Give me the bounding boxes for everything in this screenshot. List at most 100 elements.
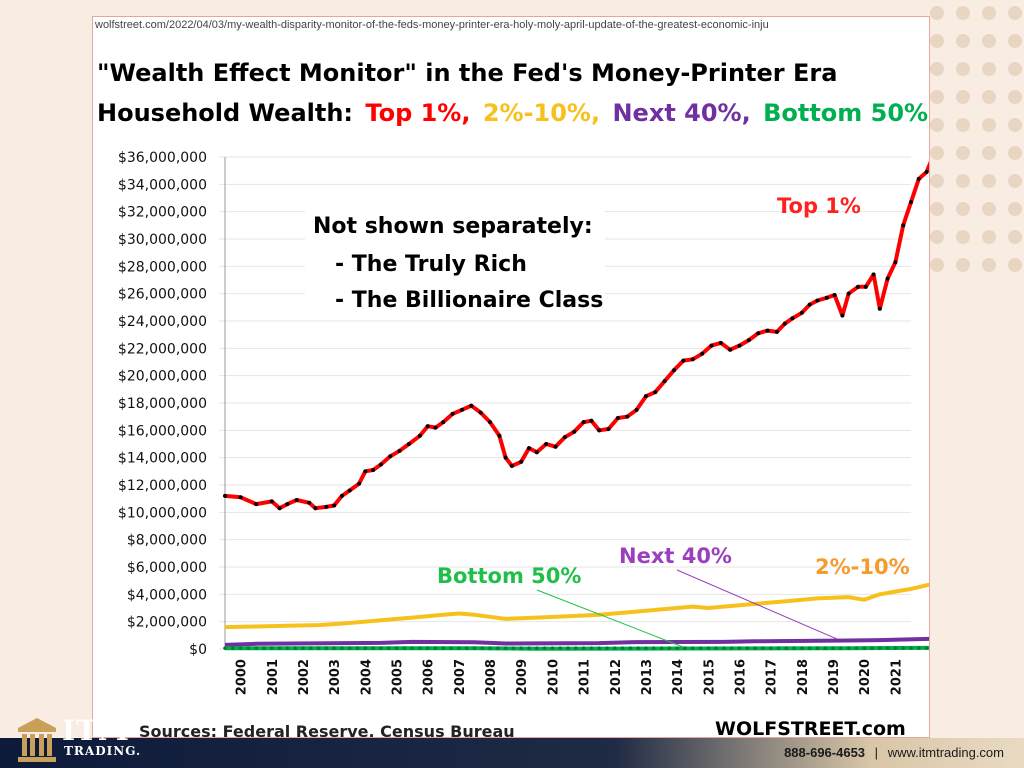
top1-point xyxy=(332,503,337,508)
y-tick-label: $2,000,000 xyxy=(127,615,207,631)
top1-point xyxy=(909,200,913,205)
bottom50-point xyxy=(379,646,383,650)
phone-number[interactable]: 888-696-4653 xyxy=(784,745,866,760)
top1-point xyxy=(728,347,733,352)
top1-point xyxy=(672,368,677,373)
decor-dot xyxy=(1008,202,1022,216)
top1-point xyxy=(718,340,723,345)
top1-point xyxy=(425,424,430,429)
decor-dot xyxy=(1008,6,1022,20)
top1-point xyxy=(417,433,422,438)
top1-point xyxy=(519,459,524,464)
decor-dot xyxy=(956,174,970,188)
bottom50-point xyxy=(550,646,555,650)
top1-point xyxy=(871,272,876,277)
x-tick-label: 2021 xyxy=(889,659,904,695)
top1-point xyxy=(433,425,438,430)
bottom50-point xyxy=(425,646,430,650)
decor-dot xyxy=(930,118,944,132)
x-tick-label: 2004 xyxy=(359,659,374,695)
top1-point xyxy=(357,481,362,486)
decor-dot xyxy=(1008,174,1022,188)
bottom50-point xyxy=(332,646,336,650)
top1-point xyxy=(562,435,567,440)
x-tick-label: 2020 xyxy=(858,659,873,695)
note-line-3: - The Billionaire Class xyxy=(335,288,603,313)
chart-panel: wolfstreet.com/2022/04/03/my-wealth-disp… xyxy=(92,16,930,738)
bottom50-point xyxy=(542,646,547,650)
bottom50-point xyxy=(269,646,274,650)
x-tick-label: 2001 xyxy=(266,659,281,695)
decor-dot xyxy=(956,34,970,48)
bottom50-point xyxy=(846,646,851,650)
bottom50-point xyxy=(909,646,913,650)
x-tick-label: 2019 xyxy=(827,659,842,695)
bottom50-point xyxy=(620,646,625,650)
y-tick-label: $24,000,000 xyxy=(118,314,207,330)
top1-point xyxy=(799,310,804,315)
y-tick-label: $36,000,000 xyxy=(118,150,207,166)
bottom50-point xyxy=(433,646,438,650)
bottom50-point xyxy=(262,646,266,650)
bottom50-point xyxy=(464,646,469,650)
top1-point xyxy=(615,416,620,421)
source-url[interactable]: wolfstreet.com/2022/04/03/my-wealth-disp… xyxy=(95,19,769,31)
decor-dot xyxy=(956,202,970,216)
top1-point xyxy=(737,343,742,348)
x-tick-label: 2013 xyxy=(640,659,655,695)
bottom50-point xyxy=(714,646,718,650)
note-line-1: Not shown separately: xyxy=(313,214,593,239)
subtitle-top1: Top 1%, xyxy=(365,99,471,127)
x-tick-label: 2009 xyxy=(515,659,530,695)
bottom50-point xyxy=(355,646,360,650)
top1-point xyxy=(497,433,502,438)
bottom50-point xyxy=(371,646,375,650)
decor-dot xyxy=(930,146,944,160)
bottom50-point xyxy=(737,646,742,650)
subtitle-bottom50: Bottom 50% xyxy=(763,99,929,127)
bottom50-point xyxy=(698,646,703,650)
top1-point xyxy=(572,429,577,434)
y-tick-label: $12,000,000 xyxy=(118,478,207,494)
bottom50-point xyxy=(612,646,617,650)
chart-title: "Wealth Effect Monitor" in the Fed's Mon… xyxy=(97,59,838,87)
top1-point xyxy=(553,444,558,449)
wealth-line-chart: $0 $2,000,000 $4,000,000 $6,000,000 $8,000,0… xyxy=(118,150,929,737)
decor-dot xyxy=(1008,258,1022,272)
bottom50-point xyxy=(316,646,321,650)
y-tick-label: $32,000,000 xyxy=(118,205,207,221)
y-tick-label: $10,000,000 xyxy=(118,505,207,521)
decor-dot xyxy=(956,146,970,160)
bottom50-point xyxy=(246,646,251,650)
bottom50-point xyxy=(402,646,407,650)
bottom50-point xyxy=(277,646,282,650)
series-lines xyxy=(223,160,929,651)
top1-point xyxy=(254,502,259,507)
bottom50-point xyxy=(511,646,516,650)
itm-logo[interactable]: ITM TRADING. xyxy=(14,712,144,768)
bottom50-point xyxy=(636,646,640,650)
subtitle-2-10: 2%-10%, xyxy=(482,99,601,127)
x-tick-label: 2014 xyxy=(671,659,686,695)
top1-point xyxy=(371,467,376,472)
top1-point xyxy=(277,506,282,511)
website-link[interactable]: www.itmtrading.com xyxy=(887,745,1004,760)
decor-dot xyxy=(930,90,944,104)
top1-point xyxy=(700,351,705,356)
decor-dot xyxy=(930,230,944,244)
x-tick-label: 2017 xyxy=(765,659,780,695)
series-line-p2_10 xyxy=(224,582,929,630)
bottom50-point xyxy=(254,646,258,650)
bottom50-point xyxy=(675,646,679,650)
bottom50-point xyxy=(503,646,508,650)
top1-point xyxy=(450,411,455,416)
top1-point xyxy=(877,306,882,311)
bottom50-point xyxy=(589,646,594,650)
top1-point xyxy=(581,420,586,425)
y-tick-label: $34,000,000 xyxy=(118,177,207,193)
bottom50-point xyxy=(792,646,796,650)
logo-subtext: TRADING. xyxy=(64,744,142,758)
subtitle-next40: Next 40%, xyxy=(612,99,751,127)
bottom50-point xyxy=(761,646,765,650)
y-tick-label: $14,000,000 xyxy=(118,451,207,467)
